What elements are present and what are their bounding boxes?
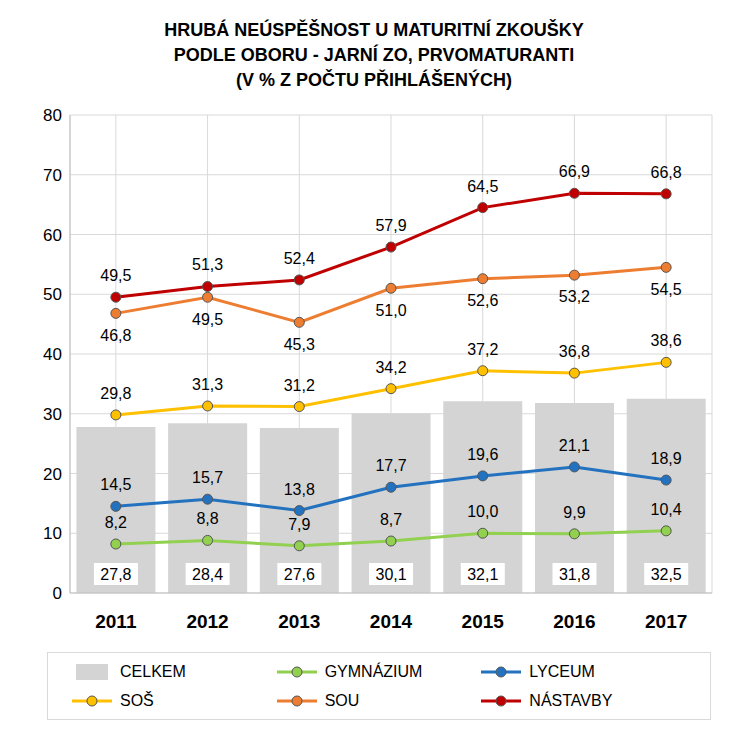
svg-text:53,2: 53,2 (559, 288, 590, 305)
svg-text:27,8: 27,8 (100, 566, 131, 583)
svg-text:32,1: 32,1 (467, 566, 498, 583)
svg-text:10,0: 10,0 (467, 503, 498, 520)
svg-text:0: 0 (53, 584, 62, 603)
svg-text:30: 30 (43, 405, 62, 424)
svg-text:49,5: 49,5 (100, 267, 131, 284)
svg-text:8,8: 8,8 (196, 510, 218, 527)
svg-text:14,5: 14,5 (100, 476, 131, 493)
html-text:GYMNÁZIUM: GYMNÁZIUM (324, 662, 423, 680)
svg-text:2016: 2016 (553, 611, 595, 632)
svg-text:2015: 2015 (462, 611, 505, 632)
html-text:NÁSTAVBY: NÁSTAVBY (529, 691, 613, 709)
svg-text:57,9: 57,9 (375, 217, 406, 234)
svg-text:51,0: 51,0 (375, 302, 406, 319)
svg-text:10,4: 10,4 (651, 501, 682, 518)
svg-text:2012: 2012 (186, 611, 228, 632)
svg-text:8,2: 8,2 (105, 514, 127, 531)
svg-text:17,7: 17,7 (375, 457, 406, 474)
svg-text:13,8: 13,8 (284, 481, 315, 498)
svg-text:36,8: 36,8 (559, 343, 590, 360)
svg-text:7,9: 7,9 (288, 516, 310, 533)
svg-text:21,1: 21,1 (559, 437, 590, 454)
html-text:(V % Z POČTU PŘIHLÁŠENÝCH): (V % Z POČTU PŘIHLÁŠENÝCH) (236, 70, 512, 90)
svg-text:27,6: 27,6 (284, 566, 315, 583)
svg-text:50: 50 (43, 285, 62, 304)
html-text:SOŠ: SOŠ (120, 691, 154, 709)
svg-text:66,9: 66,9 (559, 163, 590, 180)
svg-text:40: 40 (43, 345, 62, 364)
svg-text:31,2: 31,2 (284, 377, 315, 394)
html-text:SOU: SOU (324, 691, 360, 709)
svg-text:34,2: 34,2 (375, 359, 406, 376)
svg-text:49,5: 49,5 (192, 311, 223, 328)
svg-text:45,3: 45,3 (284, 336, 315, 353)
svg-text:2013: 2013 (278, 611, 320, 632)
html-text:CELKEM: CELKEM (120, 662, 186, 680)
svg-text:10: 10 (43, 524, 62, 543)
svg-text:60: 60 (43, 226, 62, 245)
svg-text:8,7: 8,7 (380, 511, 402, 528)
svg-text:66,8: 66,8 (651, 164, 682, 181)
svg-text:31,8: 31,8 (559, 566, 590, 583)
svg-text:46,8: 46,8 (100, 327, 131, 344)
svg-text:20: 20 (43, 465, 62, 484)
svg-text:18,9: 18,9 (651, 450, 682, 467)
svg-text:52,6: 52,6 (467, 292, 498, 309)
html-text:PODLE OBORU - JARNÍ ZO, PRVOMA: PODLE OBORU - JARNÍ ZO, PRVOMATURANTI (173, 45, 575, 65)
svg-text:64,5: 64,5 (467, 178, 498, 195)
svg-text:32,5: 32,5 (651, 566, 682, 583)
svg-text:28,4: 28,4 (192, 566, 223, 583)
svg-text:29,8: 29,8 (100, 385, 131, 402)
svg-text:80: 80 (43, 106, 62, 125)
svg-text:38,6: 38,6 (651, 332, 682, 349)
svg-text:52,4: 52,4 (284, 250, 315, 267)
svg-text:30,1: 30,1 (375, 566, 406, 583)
svg-text:2014: 2014 (370, 611, 413, 632)
svg-text:31,3: 31,3 (192, 376, 223, 393)
svg-text:19,6: 19,6 (467, 446, 498, 463)
svg-text:2017: 2017 (645, 611, 687, 632)
svg-text:51,3: 51,3 (192, 256, 223, 273)
svg-text:2011: 2011 (95, 611, 137, 632)
html-text:HRUBÁ NEÚSPĚŠNOST U MATURITNÍ: HRUBÁ NEÚSPĚŠNOST U MATURITNÍ ZKOUŠKY (164, 20, 584, 40)
svg-text:54,5: 54,5 (651, 281, 682, 298)
svg-text:70: 70 (43, 166, 62, 185)
html-text:LYCEUM: LYCEUM (529, 662, 595, 680)
svg-text:9,9: 9,9 (563, 504, 585, 521)
svg-text:37,2: 37,2 (467, 341, 498, 358)
svg-text:15,7: 15,7 (192, 469, 223, 486)
